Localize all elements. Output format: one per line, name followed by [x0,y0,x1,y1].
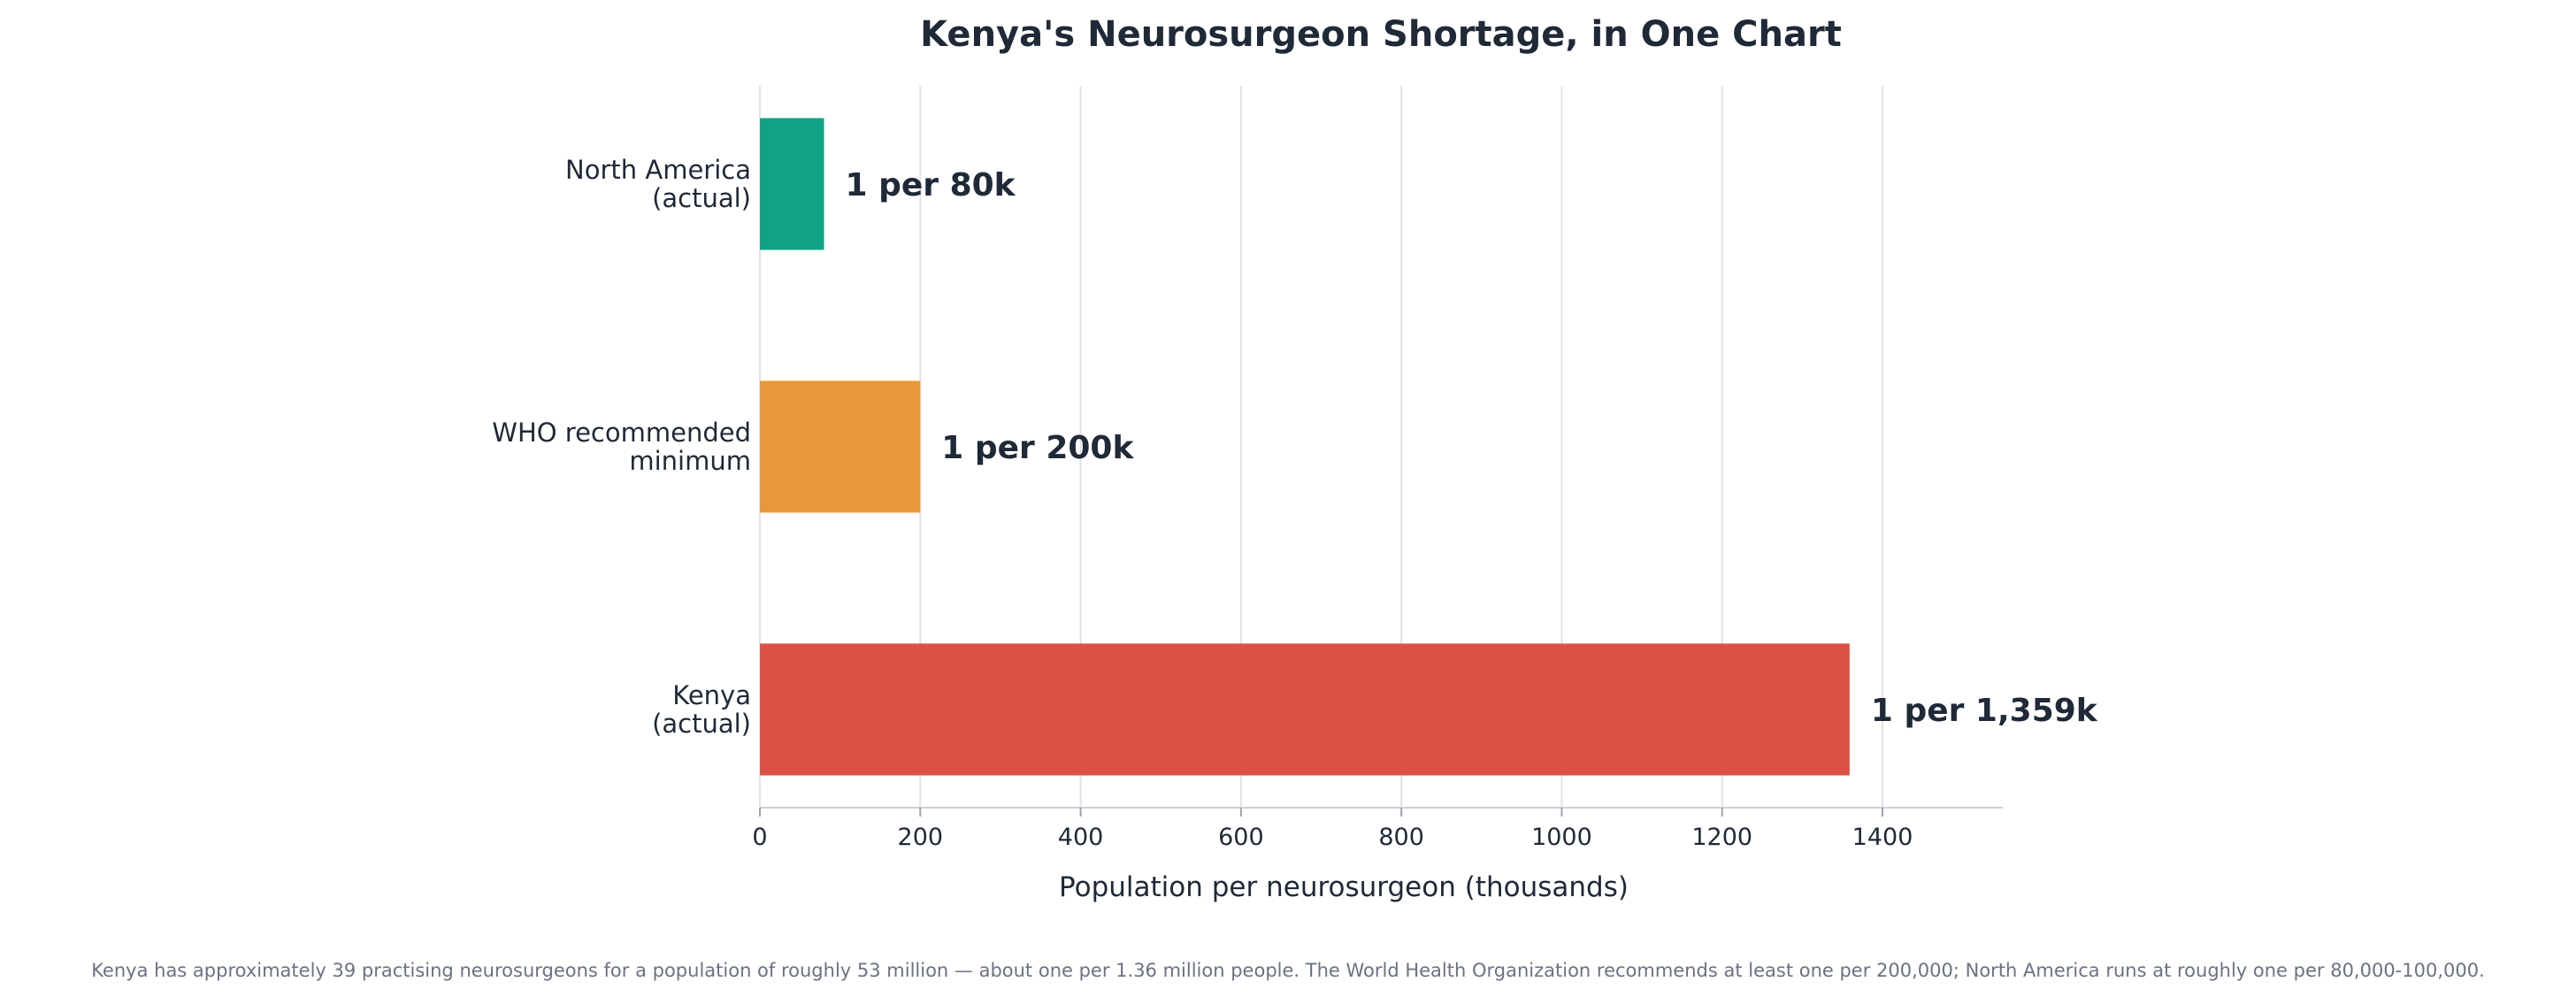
x-tick-label: 0 [752,824,767,851]
category-labels: North America (actual) WHO recommended mini… [492,155,751,739]
x-axis: 0 200 400 600 800 1000 1200 1400 [752,807,2003,851]
x-axis-title: Population per neurosurgeon (thousands) [1059,871,1629,903]
data-label: 1 per 80k [846,167,1016,203]
grid-lines [759,86,1884,808]
data-label: 1 per 200k [941,430,1134,466]
category-label: North America (actual) [565,155,751,213]
category-label: Kenya (actual) [652,680,751,739]
x-tick-label: 600 [1218,824,1264,851]
x-tick-label: 1200 [1691,824,1752,851]
bar [760,380,921,513]
category-label: WHO recommended minimum [492,418,751,476]
bars: 1 per 80k 1 per 200k 1 per 1,359k [760,118,2098,776]
footnote: Kenya has approximately 39 practising ne… [91,960,2485,981]
x-tick-label: 1000 [1531,824,1592,851]
data-label: 1 per 1,359k [1871,693,2098,729]
x-tick-label: 200 [898,824,944,851]
bar [760,118,824,250]
x-tick-label: 1400 [1852,824,1913,851]
x-tick-label: 800 [1378,824,1424,851]
chart-title: Kenya's Neurosurgeon Shortage, in One Ch… [920,14,1842,55]
x-tick-label: 400 [1058,824,1104,851]
bar [760,643,1850,776]
